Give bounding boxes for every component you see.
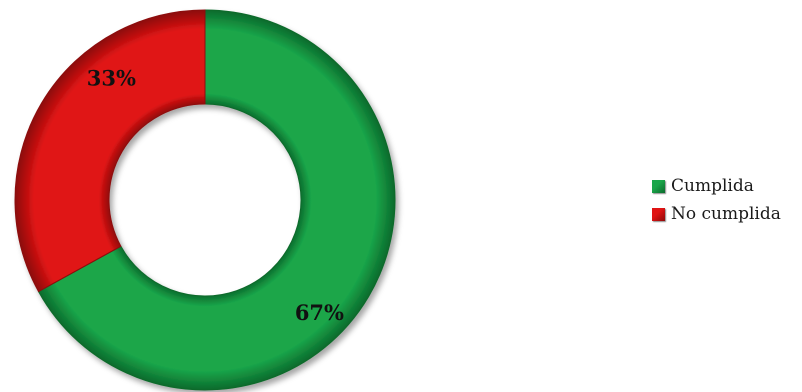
slice-no-cumplida (14, 9, 206, 293)
legend-swatch-cumplida (652, 179, 665, 193)
legend-label-cumplida: Cumplida (671, 176, 754, 196)
legend-swatch-no-cumplida (652, 207, 665, 221)
legend-item-cumplida: Cumplida (652, 172, 781, 200)
legend-item-no-cumplida: No cumplida (652, 200, 781, 228)
data-label-cumplida: 67% (295, 300, 344, 325)
data-label-no-cumplida: 33% (87, 66, 136, 91)
chart-legend: Cumplida No cumplida (652, 172, 781, 228)
slice-cumplida (37, 9, 396, 391)
legend-label-no-cumplida: No cumplida (671, 204, 781, 224)
